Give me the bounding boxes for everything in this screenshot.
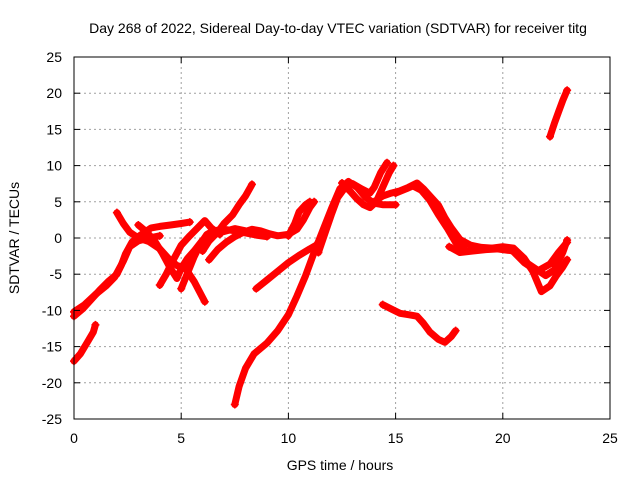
data-point-marker xyxy=(370,197,379,206)
y-axis-label: SDTVAR / TECUs xyxy=(6,182,22,294)
y-tick-label: 0 xyxy=(54,230,62,246)
x-tick-label: 5 xyxy=(177,430,185,446)
y-tick-label: -20 xyxy=(42,375,62,391)
series-line xyxy=(338,162,397,212)
x-tick-label: 15 xyxy=(388,430,404,446)
data-point-marker xyxy=(389,161,398,170)
series-line xyxy=(284,198,314,240)
data-point-marker xyxy=(451,326,460,335)
data-point-marker xyxy=(155,231,164,240)
data-point-marker xyxy=(391,200,400,209)
data-point-marker xyxy=(545,132,554,141)
axis-ticks xyxy=(73,56,611,420)
x-tick-label: 0 xyxy=(70,430,78,446)
series-line xyxy=(445,238,571,275)
series-arc-19 xyxy=(545,86,572,141)
data-point-marker xyxy=(198,247,207,256)
x-tick-labels: 0 5 10 15 20 25 xyxy=(70,430,618,446)
y-tick-label: 15 xyxy=(46,121,62,137)
data-point-marker xyxy=(284,231,293,240)
data-point-marker xyxy=(563,86,572,95)
data-point-marker xyxy=(112,208,121,217)
chart-title: Day 268 of 2022, Sidereal Day-to-day VTE… xyxy=(89,20,587,36)
data-point-marker xyxy=(247,180,256,189)
x-tick-label: 10 xyxy=(281,430,297,446)
series-line xyxy=(205,198,318,264)
series-arc-8 xyxy=(198,180,256,256)
data-point-marker xyxy=(177,284,186,293)
data-point-marker xyxy=(338,178,346,187)
series-line xyxy=(379,301,460,346)
series-arc-14 xyxy=(338,161,398,212)
data-point-marker xyxy=(134,220,143,229)
data-point-marker xyxy=(155,281,164,290)
series-arc-9 xyxy=(205,197,319,264)
data-point-marker xyxy=(305,197,314,206)
data-point-marker xyxy=(230,400,239,409)
data-point-marker xyxy=(378,300,387,309)
series-arc-18 xyxy=(378,300,460,346)
data-point-marker xyxy=(200,297,209,306)
series-line xyxy=(314,159,391,256)
data-point-marker xyxy=(185,218,194,227)
data-point-marker xyxy=(252,284,261,293)
y-tick-label: 25 xyxy=(46,49,62,65)
y-tick-label: 10 xyxy=(46,158,62,174)
data-point-marker xyxy=(314,248,323,257)
y-tick-label: 5 xyxy=(54,194,62,210)
y-tick-label: -25 xyxy=(42,411,62,427)
y-tick-label: -15 xyxy=(42,339,62,355)
data-point-marker xyxy=(205,255,214,264)
series-line xyxy=(546,86,571,141)
series-line xyxy=(156,217,224,289)
y-tick-label: -10 xyxy=(42,302,62,318)
data-point-marker xyxy=(445,242,454,251)
data-point-marker xyxy=(91,320,100,329)
y-tick-labels: -25 -20 -15 -10 -5 0 5 10 15 20 25 xyxy=(42,49,62,427)
x-axis-label: GPS time / hours xyxy=(287,457,394,473)
data-point-marker xyxy=(383,158,392,167)
series-arc-13 xyxy=(314,158,392,257)
series-arc-17 xyxy=(445,238,572,275)
data-point-marker xyxy=(563,255,572,264)
x-tick-label: 25 xyxy=(602,430,618,446)
data-point-marker xyxy=(391,189,400,198)
series-line xyxy=(199,180,256,255)
x-tick-label: 20 xyxy=(495,430,511,446)
data-point-marker xyxy=(563,238,572,247)
series-arc-11 xyxy=(284,197,314,240)
y-tick-label: -5 xyxy=(50,266,63,282)
y-tick-label: 20 xyxy=(46,85,62,101)
series-line xyxy=(70,321,99,365)
